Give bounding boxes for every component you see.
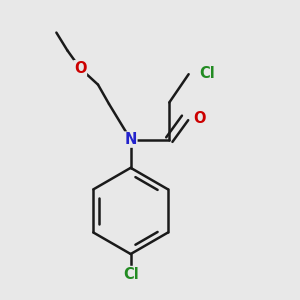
Text: O: O bbox=[193, 111, 206, 126]
Text: O: O bbox=[74, 61, 86, 76]
Text: Cl: Cl bbox=[123, 266, 139, 281]
Text: Cl: Cl bbox=[199, 66, 215, 81]
Text: N: N bbox=[124, 132, 137, 147]
